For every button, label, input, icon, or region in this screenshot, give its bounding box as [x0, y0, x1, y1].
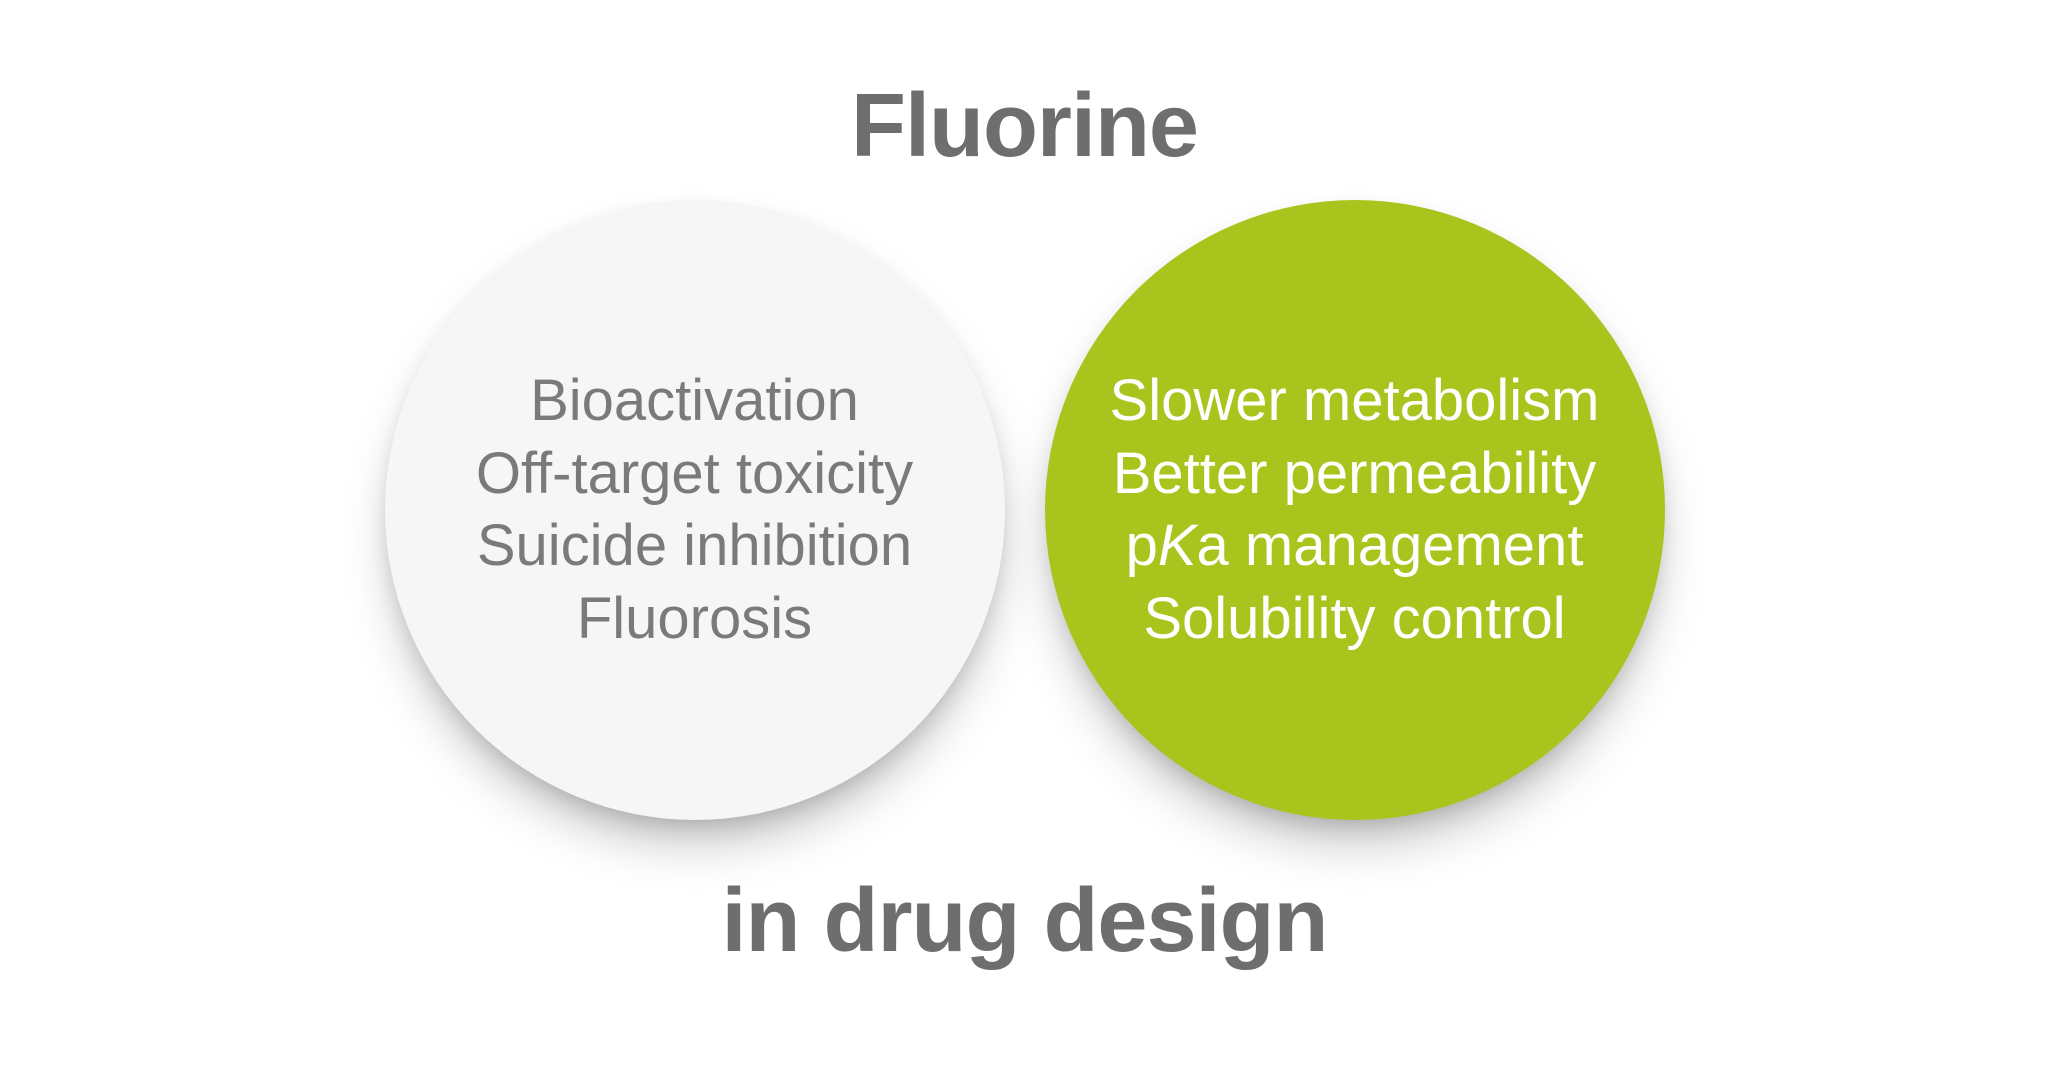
left-line-1: Bioactivation [530, 365, 859, 438]
right-line-3: pKa management [1126, 510, 1584, 583]
left-line-3: Suicide inhibition [477, 510, 912, 583]
left-line-2: Off-target toxicity [476, 438, 913, 511]
title-bottom: in drug design [0, 870, 2049, 973]
right-line-1: Slower metabolism [1110, 365, 1600, 438]
right-line-2: Better permeability [1113, 438, 1597, 511]
circle-left: Bioactivation Off-target toxicity Suicid… [385, 200, 1005, 820]
circle-right: Slower metabolism Better permeability pK… [1045, 200, 1665, 820]
circles-row: Bioactivation Off-target toxicity Suicid… [385, 200, 1665, 820]
infographic-stage: Fluorine Bioactivation Off-target toxici… [0, 0, 2049, 1075]
left-line-4: Fluorosis [577, 583, 812, 656]
right-line-4: Solubility control [1143, 583, 1565, 656]
title-top: Fluorine [0, 75, 2049, 178]
